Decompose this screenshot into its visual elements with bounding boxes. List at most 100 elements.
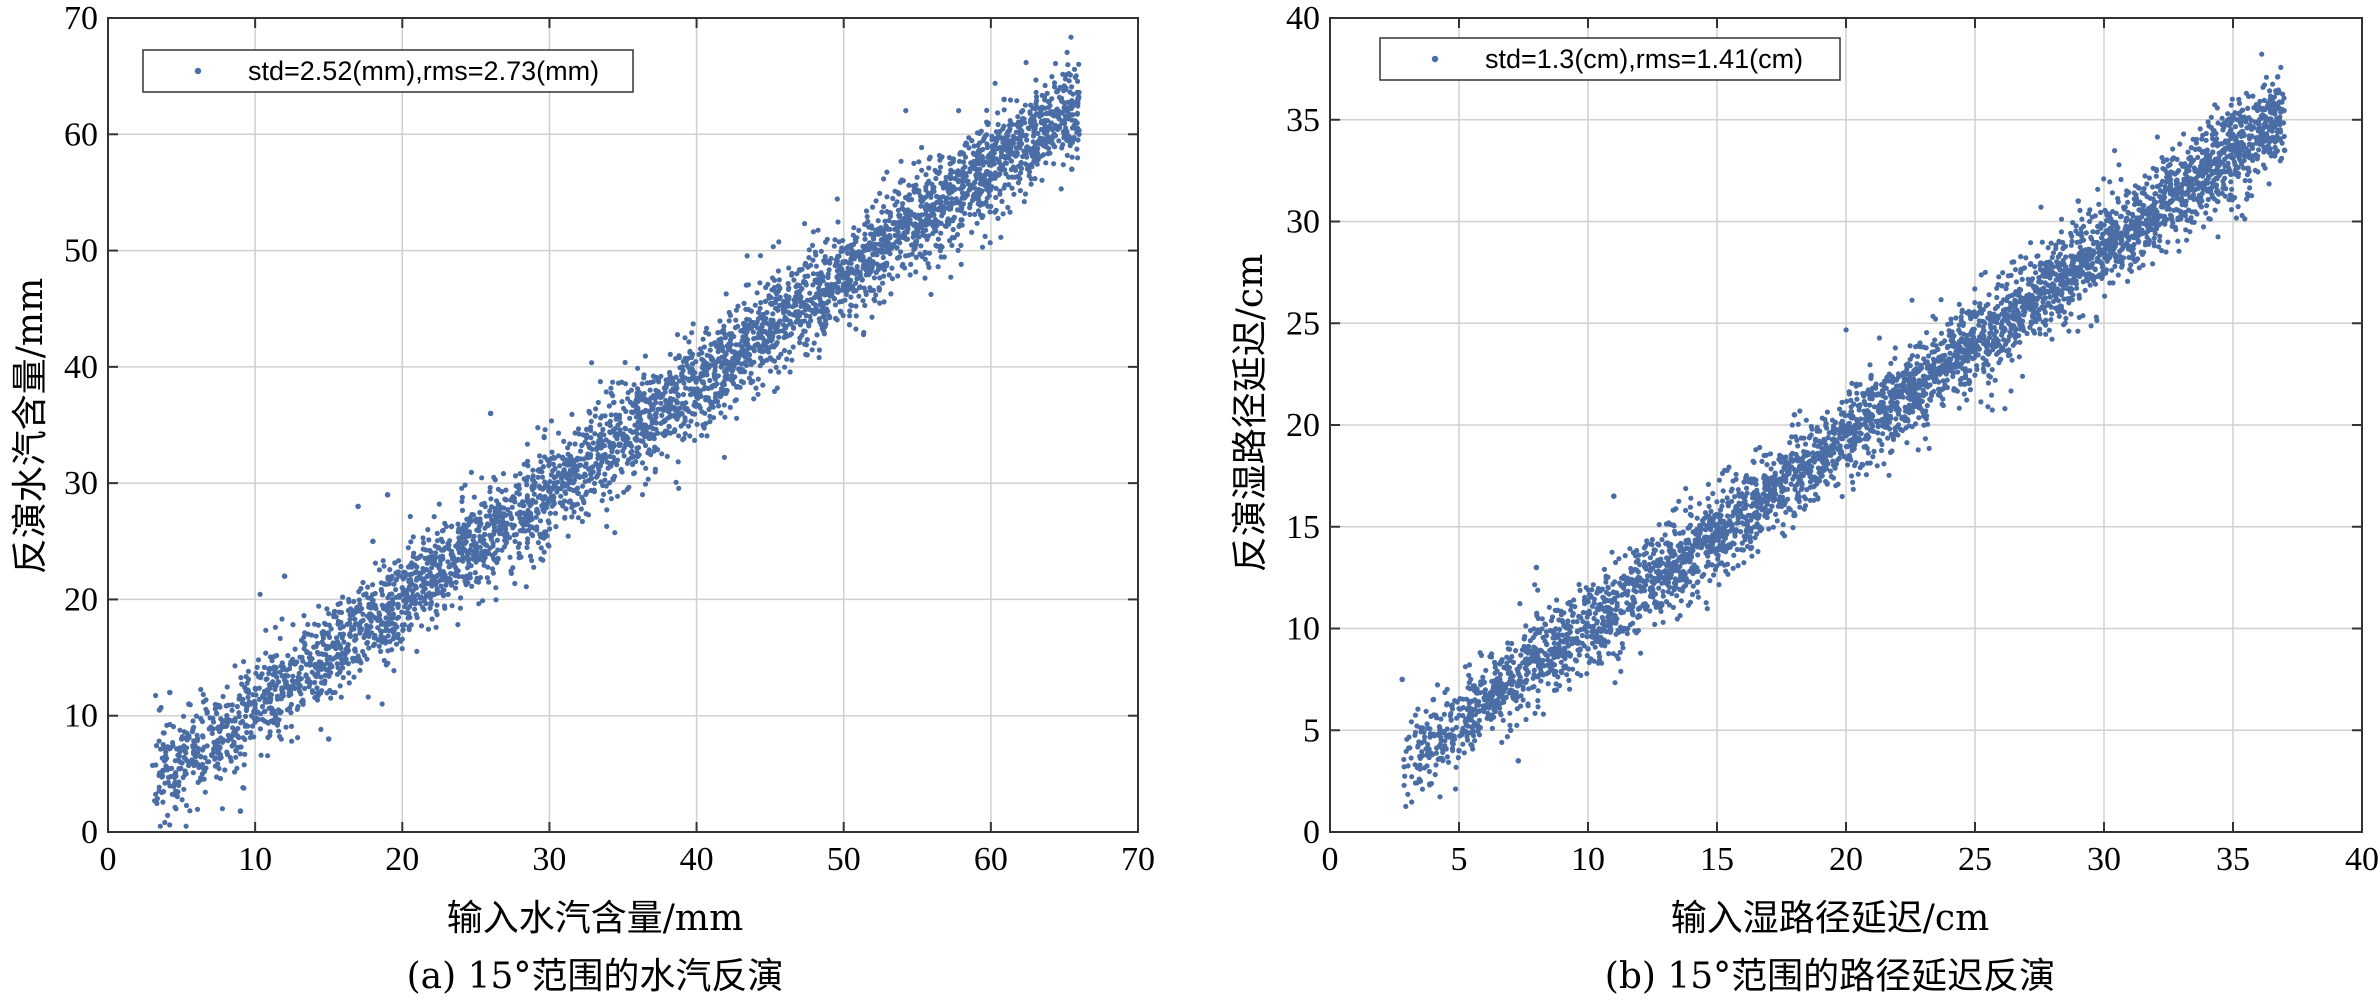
panel-a-data-point [989, 143, 995, 149]
panel-a-y-tick-label: 70 [64, 0, 98, 37]
panel-a-data-point [707, 377, 713, 384]
panel-a-data-point [1002, 182, 1008, 188]
panel-a-data-point [870, 204, 876, 210]
panel-a-data-point [878, 230, 884, 236]
panel-a-data-point [583, 491, 589, 497]
panel-a-data-point [812, 302, 818, 308]
panel-a-data-point [596, 440, 602, 446]
panel-a-data-point [289, 738, 295, 744]
panel-a-data-point [345, 661, 351, 667]
panel-a-data-point [1043, 160, 1049, 166]
panel-a-data-point [156, 707, 163, 713]
panel-a-data-point [642, 481, 649, 487]
panel-a-data-point [632, 436, 638, 442]
panel-a-data-point [535, 425, 541, 431]
panel-a-data-point [698, 393, 704, 399]
panel-a-data-point [974, 157, 980, 164]
panel-b-data-point [2068, 311, 2074, 317]
panel-a-data-point [280, 690, 286, 696]
panel-a-data-point [1027, 120, 1034, 126]
panel-a-data-point [710, 415, 717, 421]
panel-a-data-point [252, 685, 258, 691]
panel-a-data-point [822, 317, 829, 323]
panel-a-data-point [704, 352, 710, 358]
panel-a-data-point [525, 458, 531, 464]
panel-a-data-point [722, 374, 728, 380]
panel-a-data-point [204, 710, 210, 716]
panel-a-data-point [883, 247, 889, 253]
panel-a-data-point [821, 258, 827, 264]
panel-a-data-point [871, 296, 877, 302]
panel-a-data-point [742, 340, 748, 346]
panel-a-data-point [802, 341, 808, 347]
panel-a-data-point [542, 479, 548, 485]
panel-b-data-point [1787, 440, 1793, 446]
panel-a-data-point [1003, 160, 1010, 166]
panel-a-data-point [712, 364, 718, 370]
panel-a-data-point [524, 498, 530, 504]
panel-a-data-point [391, 581, 397, 587]
panel-a-data-point [1052, 60, 1059, 67]
panel-a-data-point [302, 642, 308, 648]
panel-a-data-point [562, 483, 568, 489]
panel-a-data-point [405, 594, 411, 600]
panel-a-data-point [438, 583, 444, 589]
panel-a-data-point [625, 396, 631, 402]
panel-a-data-point [518, 510, 524, 516]
panel-a-data-point [639, 431, 645, 437]
panel-a-data-point [911, 230, 917, 236]
panel-a-data-point [1008, 150, 1014, 156]
panel-a-data-point [974, 220, 980, 226]
panel-a-data-point [559, 472, 565, 478]
panel-a-data-point [428, 601, 434, 608]
panel-a-data-point [403, 600, 409, 606]
panel-a-data-point [314, 697, 321, 703]
panel-a-data-point [406, 610, 412, 617]
panel-a-data-point [906, 252, 912, 258]
panel-a-data-point [873, 292, 879, 298]
panel-a-data-point [1049, 74, 1055, 80]
panel-a-data-point [179, 797, 185, 803]
panel-a-data-point [959, 190, 966, 196]
panel-a-data-point [943, 179, 949, 185]
panel-a-data-point [1075, 103, 1081, 109]
panel-a-data-point [690, 351, 696, 357]
panel-a-data-point [1015, 163, 1022, 169]
panel-a-data-point [892, 202, 898, 208]
panel-a-data-point [332, 608, 338, 615]
panel-a-data-point [160, 742, 166, 748]
panel-a-data-point [340, 631, 347, 638]
panel-a-data-point [420, 535, 426, 541]
panel-a-data-point [673, 356, 679, 362]
panel-b-data-point [1401, 764, 1407, 770]
panel-a-data-point [387, 592, 393, 598]
panel-a-data-point [622, 381, 629, 387]
panel-a-data-point [689, 411, 696, 417]
panel-a-data-point [1043, 144, 1049, 150]
panel-a-data-point [837, 299, 843, 305]
panel-a-data-point [675, 459, 681, 465]
panel-a-data-point [290, 622, 296, 628]
panel-a-x-tick-label: 70 [1121, 841, 1155, 878]
panel-a-data-point [424, 573, 431, 579]
panel-a-data-point [379, 592, 386, 598]
panel-a-data-point [480, 598, 486, 604]
panel-a-data-point [930, 230, 936, 236]
panel-a-data-point [719, 329, 725, 335]
panel-a-data-point [755, 341, 761, 347]
panel-a-data-point [1001, 123, 1007, 129]
panel-a-data-point [498, 511, 504, 517]
panel-a-data-point [820, 278, 826, 284]
panel-a-data-point [889, 265, 895, 271]
panel-a-data-point [381, 581, 387, 587]
panel-a-data-point [441, 603, 448, 609]
panel-b-data-point [1507, 710, 1513, 716]
panel-a-data-point [209, 730, 215, 737]
panel-a-data-point [335, 640, 341, 646]
panel-b-data-point [2045, 245, 2051, 251]
panel-a-data-point [541, 535, 547, 541]
panel-a-data-point [215, 750, 221, 756]
panel-a-data-point [525, 527, 532, 533]
panel-a-data-point [932, 217, 939, 223]
panel-a-data-point [293, 678, 299, 684]
